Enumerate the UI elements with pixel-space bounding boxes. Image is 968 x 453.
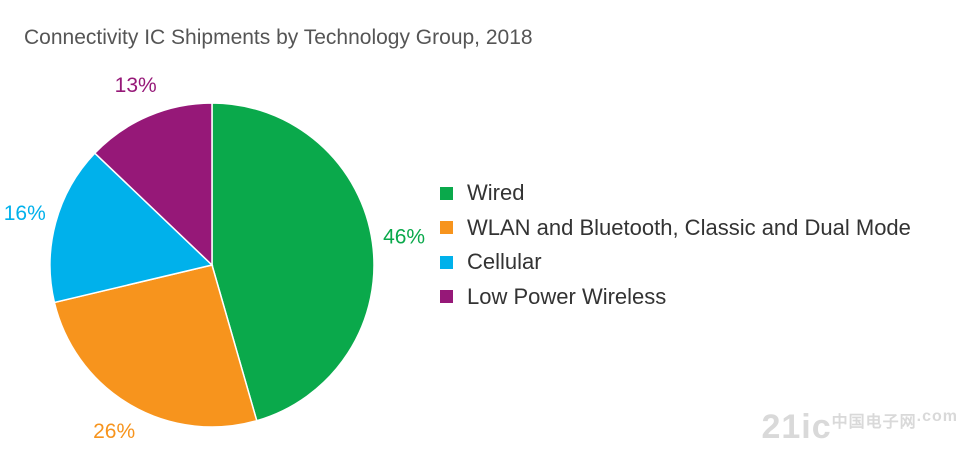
legend-item-wlan-bluetooth: WLAN and Bluetooth, Classic and Dual Mod… bbox=[440, 211, 911, 246]
pie-slice-low-power-wireless bbox=[93, 102, 213, 267]
chart-legend: Wired WLAN and Bluetooth, Classic and Du… bbox=[440, 176, 911, 314]
pie-label-wlan-and-bluetooth-classic-and-dual-mode: 26% bbox=[93, 420, 135, 443]
legend-swatch-cellular bbox=[440, 255, 453, 269]
watermark-main: 21ic bbox=[761, 408, 832, 446]
legend-swatch-wlan-bluetooth bbox=[440, 221, 453, 235]
pie-slice-cellular bbox=[49, 152, 214, 304]
pie-label-low-power-wireless: 13% bbox=[115, 74, 157, 97]
legend-item-wired: Wired bbox=[440, 176, 911, 211]
pie-label-cellular: 16% bbox=[4, 202, 46, 225]
watermark: 21ic中国电子网.com bbox=[761, 408, 958, 447]
chart-title: Connectivity IC Shipments by Technology … bbox=[24, 26, 533, 49]
legend-label-cellular: Cellular bbox=[467, 249, 542, 275]
legend-label-low-power-wireless: Low Power Wireless bbox=[467, 283, 667, 309]
watermark-domain: .com bbox=[916, 408, 958, 425]
legend-item-low-power-wireless: Low Power Wireless bbox=[440, 280, 911, 315]
pie-label-wired: 46% bbox=[383, 225, 425, 248]
legend-label-wired: Wired bbox=[467, 180, 525, 206]
pie-slice-wired bbox=[211, 102, 375, 422]
legend-item-cellular: Cellular bbox=[440, 245, 911, 280]
legend-swatch-wired bbox=[440, 186, 453, 200]
legend-label-wlan-bluetooth: WLAN and Bluetooth, Classic and Dual Mod… bbox=[467, 214, 911, 240]
legend-swatch-low-power-wireless bbox=[440, 290, 453, 304]
pie-slice-wlan-and-bluetooth-classic-and-dual-mode bbox=[53, 264, 258, 428]
watermark-sub: 中国电子网 bbox=[831, 414, 917, 431]
